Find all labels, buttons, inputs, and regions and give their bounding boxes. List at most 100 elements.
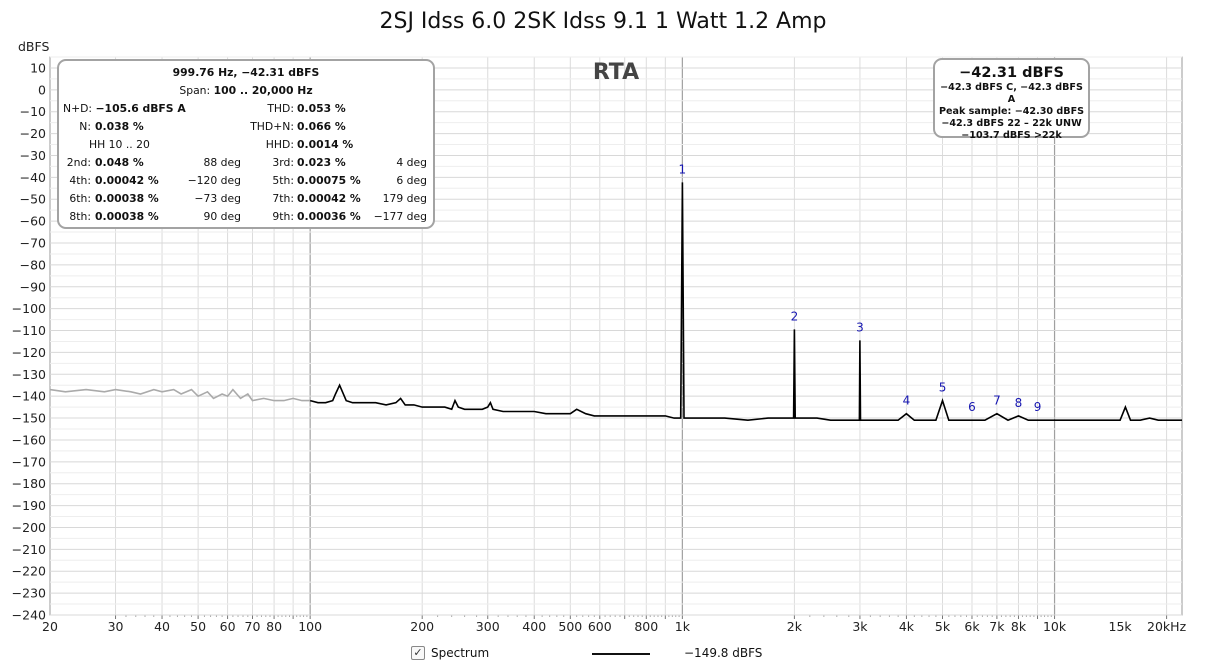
harmonic-value: 0.00042 %	[95, 174, 159, 187]
chart-title: 2SJ Idss 6.0 2SK Idss 9.1 1 Watt 1.2 Amp	[379, 9, 826, 34]
y-tick-label: −190	[12, 498, 46, 513]
harmonic-phase: −120 deg	[187, 174, 241, 187]
y-axis-unit: dBFS	[18, 39, 49, 54]
harmonic-label: 3rd:	[272, 156, 294, 169]
y-tick-label: −170	[12, 454, 46, 469]
legend-line-swatch	[592, 653, 650, 655]
x-tick-label: 2k	[787, 619, 803, 634]
harmonic-label: 6th:	[69, 192, 91, 205]
legend-cursor-value: −149.8 dBFS	[684, 646, 763, 660]
y-tick-label: −80	[20, 257, 46, 272]
harmonic-phase: 88 deg	[203, 156, 241, 169]
y-tick-label: −130	[12, 367, 46, 382]
hhd-value: 0.0014 %	[297, 138, 354, 151]
x-tick-label: 15k	[1109, 619, 1133, 634]
spectrum-line-below-span	[49, 388, 311, 402]
level-peak-line: Peak sample: −42.30 dBFS	[938, 106, 1085, 117]
y-tick-label: −30	[20, 148, 46, 163]
y-tick-label: −220	[12, 564, 46, 579]
n-label: N:	[79, 120, 91, 133]
y-tick-label: −70	[20, 236, 46, 251]
harmonic-phase: 6 deg	[396, 174, 427, 187]
thdn-label: THD+N:	[250, 120, 294, 133]
y-tick-label: −90	[20, 279, 46, 294]
harmonic-marker-label: 8	[1015, 396, 1023, 410]
harmonic-label: 8th:	[69, 210, 91, 223]
axis-tick-labels: 100−10−20−30−40−50−60−70−80−90−100−110−1…	[12, 60, 1187, 634]
legend-series-name[interactable]: Spectrum	[431, 646, 490, 660]
harmonic-marker-label: 4	[903, 394, 911, 408]
spectrum-checkbox[interactable]: ✓	[411, 646, 425, 660]
y-tick-label: −50	[20, 192, 46, 207]
x-tick-label: 500	[558, 619, 582, 634]
x-tick-label: 20kHz	[1147, 619, 1187, 634]
harmonic-label: 9th:	[272, 210, 294, 223]
nd-value: −105.6 dBFS A	[95, 102, 186, 115]
harmonic-value: 0.00038 %	[95, 210, 159, 223]
span-value: 100 .. 20,000 Hz	[213, 84, 313, 97]
level-above-22k-line: −103.7 dBFS >22k	[961, 130, 1062, 141]
harmonic-marker-label: 6	[968, 400, 976, 414]
y-tick-label: −240	[12, 608, 46, 623]
spectrum-trace	[49, 182, 1182, 422]
x-tick-label: 200	[410, 619, 434, 634]
spectrum-line	[309, 182, 1182, 422]
x-tick-label: 100	[298, 619, 322, 634]
hhd-label: HHD:	[265, 138, 294, 151]
x-tick-label: 80	[266, 619, 282, 634]
y-tick-label: −230	[12, 586, 46, 601]
harmonic-label: 4th:	[69, 174, 91, 187]
n-value: 0.038 %	[95, 120, 144, 133]
harmonic-marker-label: 2	[791, 309, 799, 323]
x-tick-label: 30	[108, 619, 124, 634]
thdn-value: 0.066 %	[297, 120, 346, 133]
y-tick-label: −60	[20, 214, 46, 229]
x-tick-label: 4k	[899, 619, 915, 634]
x-tick-label: 7k	[989, 619, 1005, 634]
y-tick-label: 10	[30, 60, 46, 75]
harmonic-marker-label: 9	[1034, 400, 1042, 414]
y-tick-label: −210	[12, 542, 46, 557]
x-tick-label: 10k	[1043, 619, 1067, 634]
harmonic-phase: −73 deg	[194, 192, 241, 205]
level-unweighted-line: −42.3 dBFS 22 – 22k UNW	[941, 118, 1082, 129]
legend: ✓ Spectrum −149.8 dBFS	[0, 643, 1206, 665]
x-tick-label: 50	[190, 619, 206, 634]
harmonic-label: 2nd:	[66, 156, 91, 169]
x-tick-label: 800	[634, 619, 658, 634]
hh-range-label: HH 10 .. 20	[89, 138, 150, 151]
harmonic-value: 0.048 %	[95, 156, 144, 169]
rta-label: RTA	[593, 60, 639, 85]
harmonic-label: 7th:	[272, 192, 294, 205]
y-tick-label: −10	[20, 104, 46, 119]
harmonic-label: 5th:	[272, 174, 294, 187]
harmonic-value: 0.00036 %	[297, 210, 361, 223]
level-weighted-line: −42.3 dBFS C, −42.3 dBFS A	[940, 82, 1083, 105]
y-tick-label: −120	[12, 345, 46, 360]
x-tick-label: 1k	[675, 619, 691, 634]
thd-value: 0.053 %	[297, 102, 346, 115]
x-tick-label: 20	[42, 619, 58, 634]
harmonic-marker-label: 7	[993, 394, 1001, 408]
x-tick-label: 6k	[964, 619, 980, 634]
x-tick-label: 5k	[935, 619, 951, 634]
x-tick-label: 60	[220, 619, 236, 634]
stats-frequency-line: 999.76 Hz, −42.31 dBFS	[172, 66, 320, 79]
y-tick-label: −110	[12, 323, 46, 338]
y-tick-label: −180	[12, 476, 46, 491]
y-tick-label: −100	[12, 301, 46, 316]
x-tick-label: 300	[476, 619, 500, 634]
y-tick-label: −40	[20, 170, 46, 185]
nd-label: N+D:	[63, 102, 93, 115]
y-tick-label: −140	[12, 389, 46, 404]
harmonic-labels: 1 2 3 4 5 6 7 8 9	[679, 162, 1042, 414]
harmonic-phase: 179 deg	[382, 192, 427, 205]
y-tick-label: −160	[12, 432, 46, 447]
x-tick-label: 8k	[1011, 619, 1027, 634]
harmonic-marker-label: 1	[679, 162, 687, 176]
span-label: Span:	[179, 84, 211, 97]
distortion-stats-panel: 999.76 Hz, −42.31 dBFS Span: 100 .. 20,0…	[57, 59, 435, 229]
harmonic-phase: −177 deg	[373, 210, 427, 223]
harmonic-marker-label: 5	[939, 381, 947, 395]
